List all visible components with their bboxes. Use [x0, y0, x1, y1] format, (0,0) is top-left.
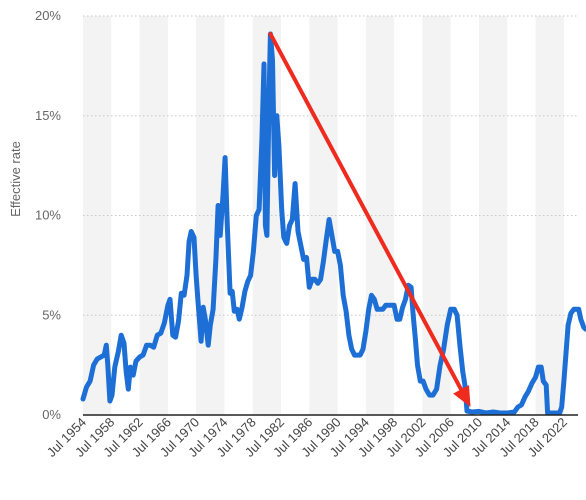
background-band [422, 16, 451, 415]
y-tick-label: 20% [35, 8, 61, 23]
y-tick-label: 0% [42, 407, 61, 422]
arrow-head [453, 385, 471, 408]
series-line [80, 31, 586, 416]
y-tick-label: 10% [35, 208, 61, 223]
series-group [80, 31, 586, 416]
y-axis-title: Effective rate [8, 141, 23, 217]
y-axis-ticks: 0% 5% 10% 15% 20% [35, 8, 61, 422]
arrow-line [268, 31, 465, 394]
grid-lines [83, 15, 578, 316]
y-tick-label: 15% [35, 108, 61, 123]
y-tick-label: 5% [42, 307, 61, 322]
annotations [268, 31, 471, 408]
